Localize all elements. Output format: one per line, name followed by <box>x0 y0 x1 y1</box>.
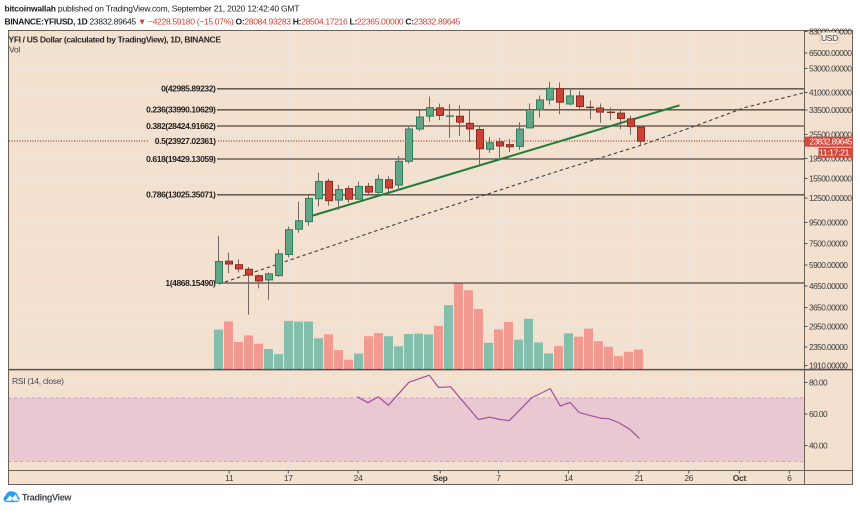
svg-text:15500.00000: 15500.00000 <box>809 173 852 183</box>
svg-text:Vol: Vol <box>9 45 20 55</box>
svg-text:0(42985.89232): 0(42985.89232) <box>161 84 216 94</box>
svg-text:60.00: 60.00 <box>809 409 828 419</box>
svg-text:80.00: 80.00 <box>809 377 828 387</box>
svg-text:25500.00000: 25500.00000 <box>809 129 852 139</box>
svg-text:bitcoinwallah published on Tra: bitcoinwallah published on TradingView.c… <box>5 4 300 14</box>
svg-text:7500.00000: 7500.00000 <box>809 238 848 248</box>
svg-text:7: 7 <box>496 473 501 483</box>
svg-text:4650.00000: 4650.00000 <box>809 281 848 291</box>
svg-text:24: 24 <box>354 473 363 483</box>
svg-text:YFI / US Dollar (calculated by: YFI / US Dollar (calculated by TradingVi… <box>9 35 222 45</box>
svg-text:0.786(13025.35071): 0.786(13025.35071) <box>146 190 216 200</box>
svg-text:65000.00000: 65000.00000 <box>809 48 852 58</box>
svg-text:1910.00000: 1910.00000 <box>809 360 848 370</box>
svg-text:40.00: 40.00 <box>809 440 828 450</box>
svg-text:21: 21 <box>634 473 643 483</box>
svg-text:5900.00000: 5900.00000 <box>809 260 848 270</box>
svg-text:0.618(19429.13059): 0.618(19429.13059) <box>146 154 216 164</box>
svg-text:1(4868.15490): 1(4868.15490) <box>165 278 216 288</box>
svg-text:23832.89645: 23832.89645 <box>810 137 853 147</box>
svg-text:19500.00000: 19500.00000 <box>809 153 852 163</box>
svg-text:Oct: Oct <box>733 473 747 483</box>
svg-text:9500.00000: 9500.00000 <box>809 217 848 227</box>
svg-text:14: 14 <box>564 473 573 483</box>
svg-text:0.236(33990.10629): 0.236(33990.10629) <box>146 105 216 115</box>
svg-text:83000.00000: 83000.00000 <box>809 26 852 36</box>
svg-text:0.382(28424.91662): 0.382(28424.91662) <box>146 121 216 131</box>
svg-text:2350.00000: 2350.00000 <box>809 342 848 352</box>
svg-text:11:17:21: 11:17:21 <box>819 148 850 158</box>
svg-text:2950.00000: 2950.00000 <box>809 321 848 331</box>
svg-text:RSI (14, close): RSI (14, close) <box>12 376 64 386</box>
svg-text:3650.00000: 3650.00000 <box>809 302 848 312</box>
svg-text:BINANCE:YFIUSD, 1D 23832.8964: BINANCE:YFIUSD, 1D 23832.89645 ▼ −4228.5… <box>5 17 461 27</box>
svg-text:17: 17 <box>284 473 293 483</box>
svg-text:11: 11 <box>225 473 234 483</box>
svg-text:26: 26 <box>684 473 693 483</box>
svg-text:12500.00000: 12500.00000 <box>809 193 852 203</box>
svg-text:Sep: Sep <box>433 473 448 483</box>
svg-text:0.5(23927.02361): 0.5(23927.02361) <box>155 136 216 146</box>
svg-text:TradingView: TradingView <box>22 492 72 502</box>
svg-text:53000.00000: 53000.00000 <box>809 63 852 73</box>
svg-text:33500.00000: 33500.00000 <box>809 105 852 115</box>
svg-text:41000.00000: 41000.00000 <box>809 87 852 97</box>
svg-text:USD: USD <box>821 33 838 43</box>
svg-text:6: 6 <box>787 473 792 483</box>
